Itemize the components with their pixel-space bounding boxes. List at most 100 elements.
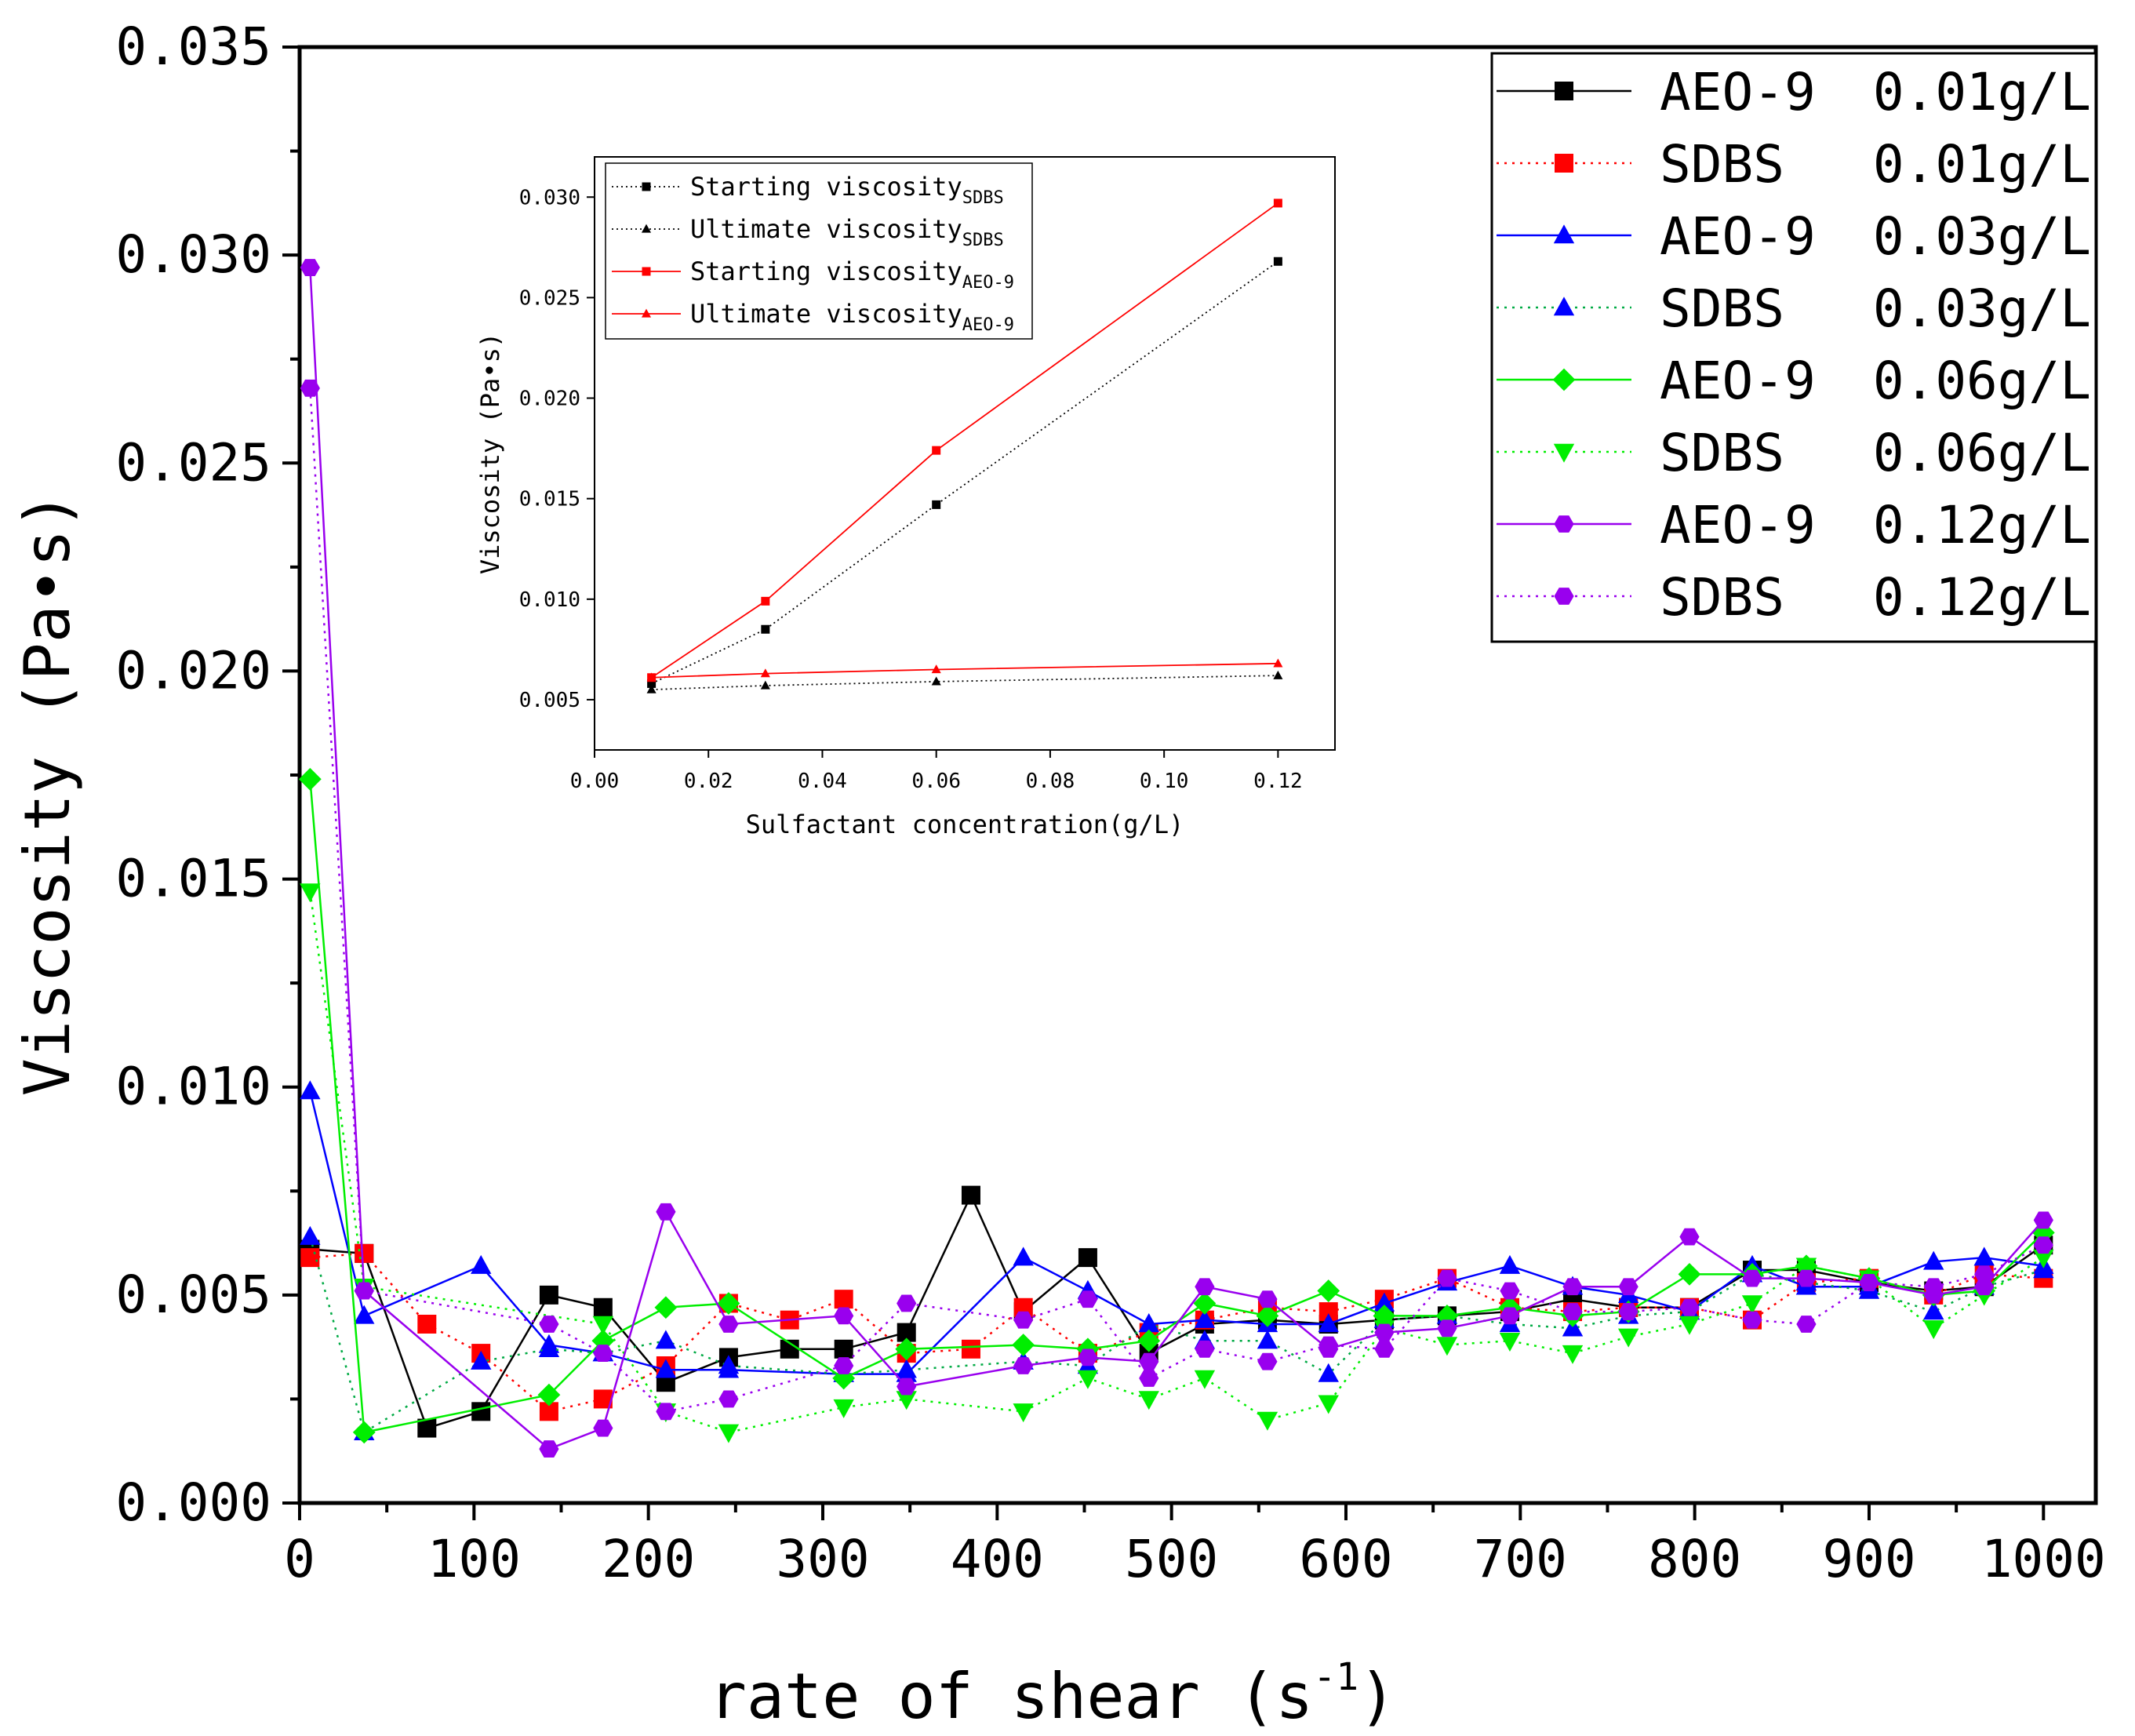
inset-legend-name: Starting viscosity <box>690 172 962 202</box>
main-data-point <box>539 1440 559 1458</box>
inset-legend-sub: AEO-9 <box>962 273 1014 293</box>
main-data-point <box>1318 1313 1339 1333</box>
inset-series-line <box>651 662 1278 679</box>
main-xlabel: rate of shear (s-1) <box>709 1655 1397 1733</box>
main-data-point <box>655 1359 677 1378</box>
main-data-point <box>354 1305 375 1324</box>
main-data-point <box>1195 1340 1215 1358</box>
main-data-point <box>1742 1269 1762 1287</box>
inset-data-point <box>932 446 941 455</box>
main-legend-conc: 0.06g/L <box>1873 423 2091 483</box>
main-xtick-label: 200 <box>602 1529 695 1589</box>
main-data-point <box>1435 1304 1459 1327</box>
main-data-point <box>300 1225 321 1245</box>
main-data-point <box>656 1403 676 1421</box>
main-legend-marker <box>1553 224 1575 244</box>
main-data-point <box>2033 1249 2054 1268</box>
inset-legend-label: Starting viscositySDBS <box>690 172 1004 208</box>
inset-legend-sub: AEO-9 <box>962 315 1014 335</box>
main-xlabel-sup: -1 <box>1313 1655 1358 1699</box>
inset-series-line <box>651 675 1278 691</box>
inset-legend-marker <box>641 224 652 233</box>
main-legend-marker <box>1555 154 1573 173</box>
inset-xtick-label: 0.06 <box>911 770 961 793</box>
main-data-point <box>300 1248 320 1268</box>
inset-data-point <box>646 672 657 682</box>
main-legend-conc: 0.01g/L <box>1873 134 2091 195</box>
main-series-2 <box>300 1080 2054 1382</box>
main-data-point <box>593 1297 613 1317</box>
main-series-line <box>309 1090 2044 1375</box>
main-series-line <box>310 1192 2045 1430</box>
main-data-point <box>896 1391 917 1410</box>
main-data-point <box>896 1359 917 1378</box>
inset-legend-marker <box>642 182 651 191</box>
main-series-5 <box>300 883 2054 1443</box>
main-data-point <box>417 1418 437 1438</box>
main-data-point <box>352 1421 376 1444</box>
main-ytick-label: 0.030 <box>115 224 271 285</box>
main-data-point <box>717 1292 740 1315</box>
main-data-point <box>1562 1303 1583 1320</box>
main-data-point <box>593 1419 613 1437</box>
inset-xtick-label: 0.12 <box>1253 770 1303 793</box>
inset-xtick-label: 0.00 <box>570 770 620 793</box>
main-xtick-label: 1000 <box>1981 1529 2106 1589</box>
main-legend-conc: 0.12g/L <box>1873 495 2091 555</box>
main-data-point <box>539 1285 558 1305</box>
main-data-point <box>1318 1395 1339 1414</box>
inset-legend-label: Ultimate viscosityAEO-9 <box>690 299 1014 335</box>
main-data-point <box>834 1290 853 1309</box>
inset-legend-sub: SDBS <box>962 188 1004 208</box>
main-legend: AEO-9 0.01g/L SDBS 0.01g/L AEO-9 0.03g/L SDBS 0… <box>1490 52 2097 643</box>
inset-data-point <box>760 680 770 690</box>
inset-series-1 <box>646 670 1283 693</box>
main-data-point <box>834 1357 854 1374</box>
main-data-point <box>300 259 320 276</box>
main-data-point <box>656 1203 676 1221</box>
inset-legend-sub: SDBS <box>962 231 1004 250</box>
main-data-point <box>1923 1250 1944 1270</box>
main-legend-marker <box>1554 515 1574 533</box>
main-data-point <box>1500 1307 1520 1325</box>
main-data-point <box>1678 1262 1701 1286</box>
main-legend-conc: 0.03g/L <box>1873 206 2091 267</box>
main-data-point <box>1139 1370 1159 1387</box>
main-data-point <box>1374 1340 1395 1358</box>
main-data-point <box>718 1316 739 1333</box>
main-legend-name: SDBS <box>1660 278 1784 339</box>
main-data-point <box>1373 1304 1396 1327</box>
main-data-point <box>1318 1336 1339 1354</box>
main-data-point <box>1077 1370 1099 1389</box>
inset-ytick-label: 0.020 <box>519 388 580 411</box>
inset-legend-name: Starting viscosity <box>690 257 962 286</box>
main-data-point <box>1013 1403 1034 1423</box>
main-xlabel-close: ) <box>1358 1660 1396 1733</box>
main-data-point <box>895 1337 918 1361</box>
main-ylabel: Viscosity (Pa•s) <box>11 492 84 1097</box>
main-xtick-label: 0 <box>284 1529 315 1589</box>
main-data-point <box>1137 1329 1161 1352</box>
inset-xtick-label: 0.10 <box>1140 770 1189 793</box>
main-xtick-label: 600 <box>1299 1529 1392 1589</box>
main-data-point <box>1256 1304 1279 1327</box>
main-xlabel-text: rate of shear (s <box>709 1660 1314 1733</box>
inset-xtick-label: 0.02 <box>684 770 733 793</box>
main-data-point <box>897 1294 917 1312</box>
main-data-point <box>1138 1313 1159 1333</box>
main-data-point <box>1078 1290 1098 1308</box>
main-data-point <box>1078 1348 1098 1367</box>
main-data-point <box>1078 1248 1097 1268</box>
main-series-0 <box>300 1185 2053 1438</box>
main-data-point <box>1437 1319 1457 1337</box>
main-data-point <box>1257 1411 1278 1431</box>
main-legend-marker <box>1554 588 1574 605</box>
main-data-point <box>834 1339 853 1359</box>
main-xtick-label: 400 <box>951 1529 1044 1589</box>
inset-data-point <box>760 668 770 678</box>
main-xtick-label: 500 <box>1125 1529 1218 1589</box>
main-xtick-label: 800 <box>1648 1529 1741 1589</box>
main-ytick-label: 0.015 <box>115 849 271 909</box>
inset-data-point <box>647 679 657 688</box>
